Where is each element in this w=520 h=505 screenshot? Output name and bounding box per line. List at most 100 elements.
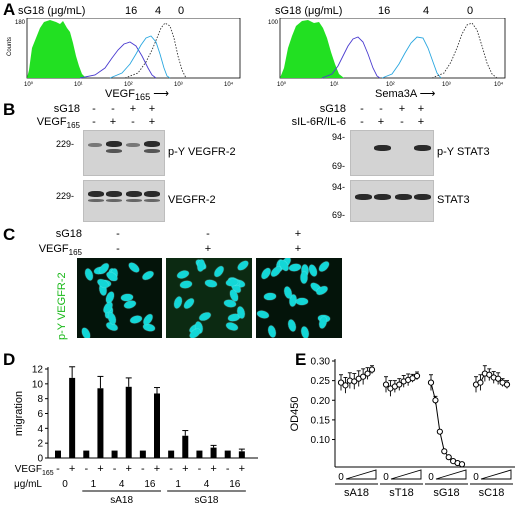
micro3-nucleus-1: [267, 324, 277, 338]
panel-d-bar-12: [224, 450, 231, 458]
panel-a-right-xtick-2: 10²: [386, 82, 395, 88]
micro3-nucleus-9: [295, 297, 309, 306]
panel-a-left-ylabel: Counts: [7, 37, 13, 56]
panel-e-series-0-point-0: [337, 379, 345, 386]
micro2-nucleus-10: [176, 269, 190, 280]
panel-d-bar-0: [55, 450, 61, 458]
panel-e-ytick-label-4: 0.10: [311, 435, 331, 446]
panel-b-right-row0-sign-0: -: [360, 103, 364, 115]
panel-a-left-curve-16: [79, 41, 157, 79]
micro3-nucleus-10: [300, 325, 310, 338]
panel-d-vegf-sign-7: +: [154, 463, 160, 475]
panel-b-left-row-sg18-label: sG18: [53, 103, 80, 115]
micro1-nucleus-20: [96, 277, 110, 290]
panel-d-bar-8: [168, 450, 175, 458]
panel-d-bar-2: [83, 450, 90, 458]
panel-b-left-blot1-mw: 229-: [56, 139, 75, 149]
panel-e-series-0-point-5: [360, 373, 367, 380]
panel-b-left-row0-sign-2: +: [129, 103, 137, 115]
panel-e-ylabel: OD450: [289, 397, 301, 432]
panel-d-vegf-sign-2: -: [84, 463, 88, 475]
panel-a-left-curve-0: [124, 22, 187, 79]
panel-d-conc-1: 1: [91, 479, 97, 490]
panel-a-right-conc-0: 0: [467, 5, 474, 17]
panel-d-conc-0: 0: [62, 479, 68, 490]
panel-d-bar-1: [69, 377, 76, 458]
panel-c-row1-sign-2: +: [294, 243, 302, 255]
panel-a-right-axes-frame: [279, 18, 506, 79]
panel-d-vegf-row-sub: 165: [42, 470, 54, 477]
micro2-nucleus-14: [172, 295, 184, 310]
panel-e-series-2-point-3: [441, 448, 448, 455]
panel-d-vegf-sign-12: -: [226, 463, 230, 475]
panel-e-series-0-point-6: [364, 370, 371, 377]
panel-e-series-2-point-1: [432, 397, 439, 404]
panel-d-ytick-label-2: 4: [37, 424, 43, 435]
panel-c-micrograph-1: [77, 258, 162, 338]
panel-a-right-xlabel: Sema3A ⟶: [375, 88, 436, 100]
panel-label-c: C: [3, 225, 16, 244]
panel-a-left-xtick-1: 10¹: [74, 82, 83, 88]
panel-e-series-3-point-3: [486, 371, 493, 378]
panel-e-series-2-point-7: [458, 461, 466, 468]
panel-label-e: E: [295, 350, 307, 369]
panel-a-right-curve-0: [431, 22, 498, 79]
panel-b-left-blot2-label: VEGFR-2: [168, 194, 216, 206]
panel-a-left-xlabel: VEGF165 ⟶: [105, 88, 170, 103]
panel-d-ytick-label-6: 12: [32, 365, 44, 376]
panel-e-wedge-3: [480, 469, 512, 480]
panel-e-series-0-point-3: [351, 378, 358, 385]
panel-a-left-ymax-tick: 180: [15, 20, 26, 26]
panel-a-left-xtick-2: 10²: [124, 82, 133, 88]
panel-b-right-row-sg18-label: sG18: [319, 103, 346, 115]
micro1-nucleus-11: [80, 326, 92, 338]
panel-a-right-xtick-4: 10⁴: [494, 81, 504, 88]
panel-d-ytick-label-5: 10: [32, 379, 44, 390]
panel-d-ytick-label-1: 2: [37, 439, 43, 450]
panel-b-right-row0-sign-1: -: [379, 103, 383, 115]
panel-c-ylabel: p-Y VEGFR-2: [56, 272, 68, 340]
panel-label-a: A: [3, 0, 16, 19]
panel-a-left-axes-frame: [26, 18, 241, 79]
panel-d-ylabel: migration: [13, 391, 25, 436]
micro2-nucleus-2: [204, 278, 218, 289]
micro2-nucleus-5: [225, 321, 239, 332]
panel-e-ytick-label-2: 0.20: [311, 396, 331, 407]
panel-b-right-blot-stat3: [350, 180, 434, 222]
panel-d-vegf-sign-5: +: [125, 463, 131, 475]
panel-d-bar-3: [97, 388, 104, 458]
panel-b-right-blot-pstat3: [350, 130, 434, 176]
panel-d-vegf-sign-8: -: [169, 463, 173, 475]
panel-e-wedge-0: [345, 469, 377, 480]
panel-b-right-blot1-mw-top: 94-: [332, 132, 346, 142]
panel-c-row0-sign-2: +: [294, 228, 302, 240]
panel-c-row1-sign-1: +: [204, 243, 212, 255]
micro2-nucleus-12: [198, 310, 212, 323]
panel-d-vegf-row-label: VEGF: [15, 464, 42, 475]
panel-d-bar-13: [238, 451, 245, 458]
panel-b-right-row0-sign-3: +: [417, 103, 425, 115]
panel-e-ytick-label-0: 0.30: [311, 357, 331, 368]
panel-a-left-control-histogram: [27, 20, 86, 78]
panel-d-group-label-1: sG18: [195, 495, 219, 505]
micro3-nucleus-21: [269, 264, 283, 279]
panel-e-ytick-label-3: 0.15: [311, 415, 331, 426]
panel-a-right-curve-16: [321, 36, 381, 79]
micro1-nucleus-10: [83, 267, 95, 282]
panel-e-series-1-point-0: [382, 381, 390, 388]
panel-e-series-1-point-7: [413, 372, 421, 380]
panel-b-right-blot1-label: p-Y STAT3: [437, 146, 490, 158]
panel-d-ytick-label-4: 8: [37, 394, 43, 405]
panel-e-series-0-point-1: [342, 382, 349, 389]
panel-a-right-conc-4: 4: [423, 5, 430, 17]
panel-d-vegf-sign-4: -: [113, 463, 117, 475]
panel-a-right-conc-16: 16: [378, 5, 391, 17]
panel-c-micrograph-3: [256, 258, 342, 338]
panel-d-vegf-sign-13: +: [239, 463, 245, 475]
panel-b-left-row1-sign-2: -: [131, 116, 135, 128]
panel-e-series-0-point-7: [368, 366, 376, 373]
panel-c-row0-sign-0: -: [116, 228, 120, 240]
panel-b-right-row1-sign-2: -: [400, 116, 404, 128]
panel-e-zero-label-0: 0: [338, 472, 344, 483]
panel-b-left-blot1-label: p-Y VEGFR-2: [168, 146, 236, 158]
